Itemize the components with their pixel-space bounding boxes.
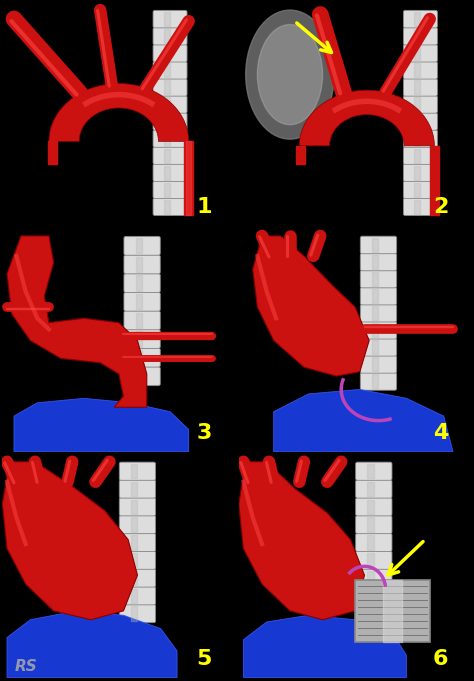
FancyBboxPatch shape: [153, 61, 187, 79]
FancyBboxPatch shape: [356, 516, 392, 534]
FancyBboxPatch shape: [119, 480, 155, 498]
Polygon shape: [299, 90, 434, 146]
FancyBboxPatch shape: [124, 274, 160, 292]
Polygon shape: [244, 616, 406, 678]
Text: 4: 4: [433, 423, 448, 443]
FancyBboxPatch shape: [119, 498, 155, 516]
FancyBboxPatch shape: [356, 533, 392, 552]
FancyBboxPatch shape: [360, 373, 397, 390]
FancyBboxPatch shape: [356, 569, 392, 587]
FancyBboxPatch shape: [153, 112, 187, 130]
FancyBboxPatch shape: [153, 44, 187, 62]
FancyBboxPatch shape: [403, 112, 438, 130]
FancyBboxPatch shape: [356, 551, 392, 569]
Text: RS: RS: [14, 659, 37, 674]
FancyBboxPatch shape: [124, 348, 160, 367]
FancyBboxPatch shape: [403, 181, 438, 198]
FancyBboxPatch shape: [153, 147, 187, 164]
FancyBboxPatch shape: [153, 130, 187, 147]
FancyBboxPatch shape: [119, 587, 155, 605]
Polygon shape: [2, 462, 137, 620]
FancyBboxPatch shape: [360, 236, 397, 254]
FancyBboxPatch shape: [356, 462, 392, 480]
FancyBboxPatch shape: [153, 164, 187, 181]
Polygon shape: [49, 84, 189, 142]
FancyBboxPatch shape: [403, 130, 438, 147]
Text: 3: 3: [197, 423, 212, 443]
FancyBboxPatch shape: [124, 311, 160, 330]
FancyBboxPatch shape: [153, 78, 187, 96]
FancyBboxPatch shape: [153, 198, 187, 216]
FancyBboxPatch shape: [403, 95, 438, 113]
Text: 6: 6: [433, 649, 448, 669]
FancyBboxPatch shape: [153, 10, 187, 28]
FancyBboxPatch shape: [119, 605, 155, 622]
Polygon shape: [14, 398, 189, 452]
Polygon shape: [355, 580, 430, 642]
Polygon shape: [7, 611, 177, 678]
FancyBboxPatch shape: [403, 164, 438, 181]
FancyBboxPatch shape: [356, 480, 392, 498]
FancyBboxPatch shape: [360, 355, 397, 373]
Ellipse shape: [257, 25, 323, 125]
Text: 2: 2: [433, 197, 448, 217]
FancyBboxPatch shape: [124, 236, 160, 255]
FancyBboxPatch shape: [403, 147, 438, 164]
Polygon shape: [244, 616, 406, 678]
FancyBboxPatch shape: [153, 95, 187, 113]
FancyBboxPatch shape: [119, 516, 155, 534]
FancyBboxPatch shape: [153, 181, 187, 198]
Ellipse shape: [246, 10, 334, 139]
FancyBboxPatch shape: [356, 498, 392, 516]
FancyBboxPatch shape: [124, 367, 160, 385]
FancyBboxPatch shape: [153, 27, 187, 45]
FancyBboxPatch shape: [360, 287, 397, 305]
Polygon shape: [273, 390, 453, 452]
Polygon shape: [7, 236, 147, 407]
FancyBboxPatch shape: [360, 321, 397, 339]
FancyBboxPatch shape: [124, 330, 160, 349]
FancyBboxPatch shape: [124, 255, 160, 274]
FancyBboxPatch shape: [356, 605, 392, 622]
FancyBboxPatch shape: [403, 44, 438, 62]
FancyBboxPatch shape: [360, 304, 397, 322]
FancyBboxPatch shape: [403, 198, 438, 216]
FancyBboxPatch shape: [403, 27, 438, 45]
FancyBboxPatch shape: [403, 10, 438, 28]
FancyBboxPatch shape: [360, 270, 397, 288]
FancyBboxPatch shape: [403, 61, 438, 79]
FancyBboxPatch shape: [360, 253, 397, 271]
FancyBboxPatch shape: [119, 533, 155, 552]
Polygon shape: [273, 390, 453, 452]
FancyBboxPatch shape: [360, 338, 397, 356]
Polygon shape: [239, 462, 365, 620]
Text: 5: 5: [197, 649, 212, 669]
FancyBboxPatch shape: [403, 78, 438, 96]
FancyBboxPatch shape: [119, 462, 155, 480]
FancyBboxPatch shape: [119, 569, 155, 587]
FancyBboxPatch shape: [124, 292, 160, 311]
FancyBboxPatch shape: [356, 587, 392, 605]
Polygon shape: [253, 236, 369, 376]
FancyBboxPatch shape: [119, 551, 155, 569]
Text: 1: 1: [196, 197, 212, 217]
Polygon shape: [14, 398, 189, 452]
Polygon shape: [7, 611, 177, 678]
